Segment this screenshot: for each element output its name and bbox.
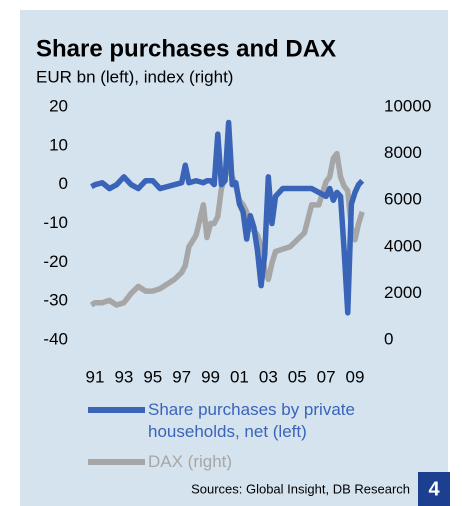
y-tick-label: 10 <box>49 135 68 154</box>
x-tick-label: 95 <box>143 367 162 386</box>
x-tick-label: 05 <box>288 367 307 386</box>
legend-label: Share purchases by private households, n… <box>148 400 355 441</box>
y2-tick-label: 2000 <box>384 283 422 302</box>
y-tick-label: 20 <box>49 96 68 115</box>
y-tick-label: 0 <box>59 174 68 193</box>
y2-tick-label: 4000 <box>384 236 422 255</box>
y-tick-label: -40 <box>43 329 68 348</box>
series-line <box>90 119 365 316</box>
number-box <box>418 472 450 506</box>
y2-tick-label: 10000 <box>384 96 431 115</box>
chart-title: Share purchases and DAX <box>36 35 336 62</box>
x-tick-label: 01 <box>230 367 249 386</box>
y-tick-label: -20 <box>43 252 68 271</box>
x-tick-label: 03 <box>259 367 278 386</box>
y2-tick-label: 8000 <box>384 143 422 162</box>
chart-number: 4 <box>428 478 440 500</box>
y-tick-label: -10 <box>43 213 68 232</box>
y2-tick-label: 6000 <box>384 190 422 209</box>
x-tick-label: 07 <box>317 367 336 386</box>
x-tick-label: 97 <box>172 367 191 386</box>
x-tick-label: 09 <box>346 367 365 386</box>
y-tick-label: -30 <box>43 291 68 310</box>
panel <box>20 10 448 506</box>
source: Sources: Global Insight, DB Research <box>191 481 410 496</box>
legend-label: DAX (right) <box>148 452 233 471</box>
x-tick-label: 91 <box>86 367 105 386</box>
y2-tick-label: 0 <box>384 329 393 348</box>
x-tick-label: 93 <box>114 367 133 386</box>
x-tick-label: 99 <box>201 367 220 386</box>
chart-subtitle: EUR bn (left), index (right) <box>36 67 233 86</box>
